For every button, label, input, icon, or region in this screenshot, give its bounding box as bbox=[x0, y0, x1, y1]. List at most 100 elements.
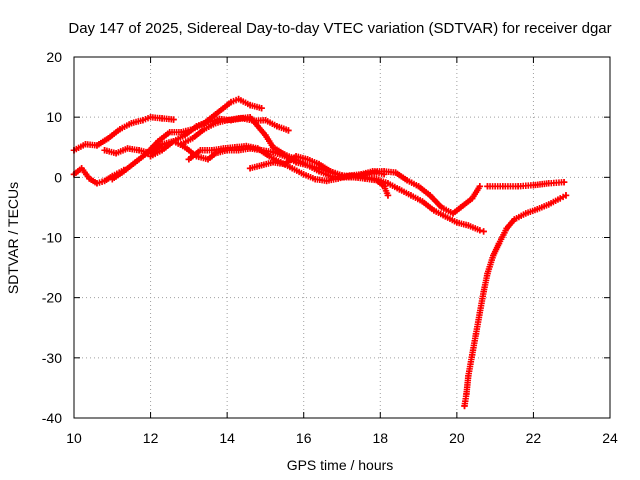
data-point bbox=[476, 309, 484, 316]
data-point bbox=[490, 252, 497, 259]
data-point bbox=[480, 288, 487, 295]
data-point bbox=[476, 227, 484, 234]
data-point bbox=[158, 147, 166, 154]
data-point bbox=[463, 390, 470, 398]
series-arc-h bbox=[246, 153, 392, 199]
series-arc-j bbox=[461, 192, 570, 410]
data-point bbox=[304, 156, 311, 163]
data-point bbox=[361, 175, 369, 182]
data-point bbox=[135, 147, 143, 154]
data-point bbox=[246, 101, 254, 109]
data-point bbox=[109, 175, 116, 183]
data-point bbox=[93, 180, 101, 187]
data-point bbox=[480, 228, 487, 235]
data-point bbox=[166, 129, 173, 136]
data-point bbox=[220, 145, 227, 152]
data-point bbox=[243, 142, 250, 150]
data-point bbox=[403, 177, 411, 184]
data-point bbox=[262, 132, 269, 139]
data-point bbox=[155, 138, 162, 145]
data-point bbox=[476, 183, 484, 190]
data-point bbox=[158, 115, 166, 122]
data-point bbox=[312, 175, 319, 183]
data-point bbox=[438, 204, 445, 211]
data-point bbox=[545, 180, 552, 187]
data-point bbox=[281, 151, 288, 158]
data-point bbox=[116, 126, 124, 133]
data-point bbox=[369, 168, 376, 175]
data-point bbox=[220, 104, 227, 112]
data-point bbox=[503, 225, 510, 232]
data-point bbox=[143, 150, 150, 157]
data-point bbox=[178, 129, 185, 136]
x-tick-label: 24 bbox=[602, 430, 618, 446]
series-arc-d bbox=[109, 95, 265, 183]
data-point bbox=[484, 270, 491, 277]
series-arc-i bbox=[484, 178, 568, 190]
data-point bbox=[396, 186, 403, 193]
x-tick-label: 12 bbox=[143, 430, 159, 446]
data-point bbox=[170, 138, 177, 145]
data-point bbox=[197, 147, 204, 154]
data-point bbox=[246, 165, 254, 172]
data-point bbox=[269, 159, 277, 166]
data-point bbox=[231, 144, 238, 151]
data-point bbox=[266, 153, 273, 160]
data-point bbox=[147, 113, 154, 121]
data-point bbox=[415, 183, 422, 190]
data-point bbox=[292, 153, 300, 160]
data-point bbox=[315, 160, 323, 168]
data-point bbox=[223, 116, 231, 124]
data-point bbox=[281, 160, 288, 168]
data-point bbox=[449, 210, 457, 217]
data-point bbox=[235, 95, 242, 103]
series-arc-g bbox=[185, 142, 484, 217]
data-point bbox=[147, 153, 154, 160]
data-point bbox=[407, 192, 415, 199]
x-tick-label: 18 bbox=[372, 430, 388, 446]
data-point bbox=[139, 116, 147, 124]
data-point bbox=[120, 168, 127, 175]
data-point bbox=[189, 135, 196, 142]
data-point bbox=[511, 216, 518, 223]
data-point bbox=[323, 177, 330, 185]
data-point bbox=[384, 192, 392, 199]
data-point bbox=[124, 145, 131, 152]
data-point bbox=[468, 351, 476, 359]
data-point bbox=[128, 119, 135, 127]
data-point bbox=[562, 192, 570, 199]
data-point bbox=[384, 180, 392, 187]
x-tick-label: 16 bbox=[296, 430, 312, 446]
data-point bbox=[426, 192, 434, 199]
data-point bbox=[442, 213, 449, 220]
data-point bbox=[392, 169, 399, 176]
x-tick-label: 10 bbox=[66, 430, 82, 446]
data-point bbox=[530, 181, 537, 189]
data-point bbox=[273, 122, 281, 130]
data-point bbox=[132, 159, 139, 166]
data-point bbox=[457, 204, 464, 211]
data-point bbox=[112, 150, 120, 157]
data-point bbox=[465, 222, 472, 229]
x-tick-label: 14 bbox=[219, 430, 235, 446]
data-point bbox=[484, 183, 491, 190]
data-point bbox=[254, 145, 261, 152]
data-point bbox=[419, 198, 426, 205]
data-point bbox=[461, 402, 468, 410]
data-point bbox=[86, 175, 93, 182]
data-point bbox=[380, 183, 388, 190]
y-tick-label: 10 bbox=[46, 109, 62, 125]
data-point bbox=[178, 141, 185, 148]
data-point bbox=[338, 172, 346, 179]
data-point bbox=[170, 116, 177, 123]
data-point bbox=[468, 195, 476, 202]
data-point bbox=[327, 168, 334, 175]
data-point bbox=[300, 171, 307, 178]
data-point bbox=[101, 177, 108, 185]
data-point bbox=[185, 156, 193, 163]
data-point bbox=[285, 127, 292, 134]
data-point bbox=[560, 178, 568, 186]
data-point bbox=[373, 177, 380, 184]
